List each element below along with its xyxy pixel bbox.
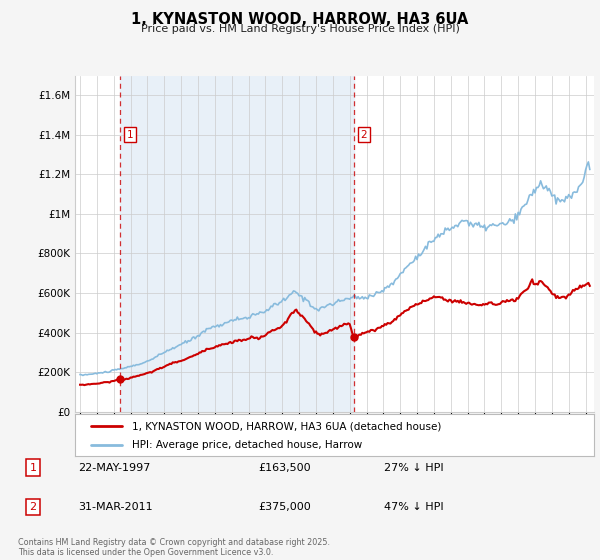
Bar: [120, 76, 354, 412]
Text: 47% ↓ HPI: 47% ↓ HPI: [384, 502, 443, 512]
Text: 22-MAY-1997: 22-MAY-1997: [78, 463, 151, 473]
Text: £163,500: £163,500: [258, 463, 311, 473]
Text: £375,000: £375,000: [258, 502, 311, 512]
Text: Contains HM Land Registry data © Crown copyright and database right 2025.
This d: Contains HM Land Registry data © Crown c…: [18, 538, 330, 557]
Text: 2: 2: [361, 130, 367, 140]
Text: 1: 1: [127, 130, 134, 140]
Text: 31-MAR-2011: 31-MAR-2011: [78, 502, 152, 512]
Text: 1: 1: [29, 463, 37, 473]
Text: HPI: Average price, detached house, Harrow: HPI: Average price, detached house, Harr…: [132, 440, 362, 450]
Text: 27% ↓ HPI: 27% ↓ HPI: [384, 463, 443, 473]
Text: 2: 2: [29, 502, 37, 512]
Text: 1, KYNASTON WOOD, HARROW, HA3 6UA: 1, KYNASTON WOOD, HARROW, HA3 6UA: [131, 12, 469, 27]
Text: 1, KYNASTON WOOD, HARROW, HA3 6UA (detached house): 1, KYNASTON WOOD, HARROW, HA3 6UA (detac…: [132, 421, 442, 431]
Text: Price paid vs. HM Land Registry's House Price Index (HPI): Price paid vs. HM Land Registry's House …: [140, 24, 460, 34]
